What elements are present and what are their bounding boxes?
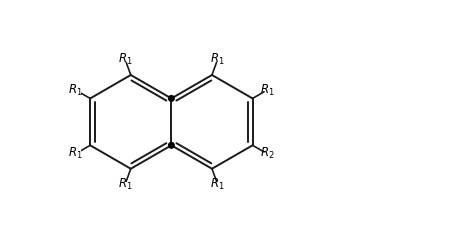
Text: $R_2$: $R_2$ (260, 146, 274, 161)
Text: $R_1$: $R_1$ (118, 177, 132, 192)
Text: $R_1$: $R_1$ (68, 146, 83, 161)
Text: $R_1$: $R_1$ (118, 52, 132, 67)
Circle shape (169, 142, 174, 148)
Text: $R_1$: $R_1$ (260, 82, 274, 98)
Text: $R_1$: $R_1$ (68, 82, 83, 98)
Text: $R_1$: $R_1$ (210, 52, 225, 67)
Text: $R_1$: $R_1$ (210, 177, 225, 192)
Circle shape (169, 96, 174, 101)
